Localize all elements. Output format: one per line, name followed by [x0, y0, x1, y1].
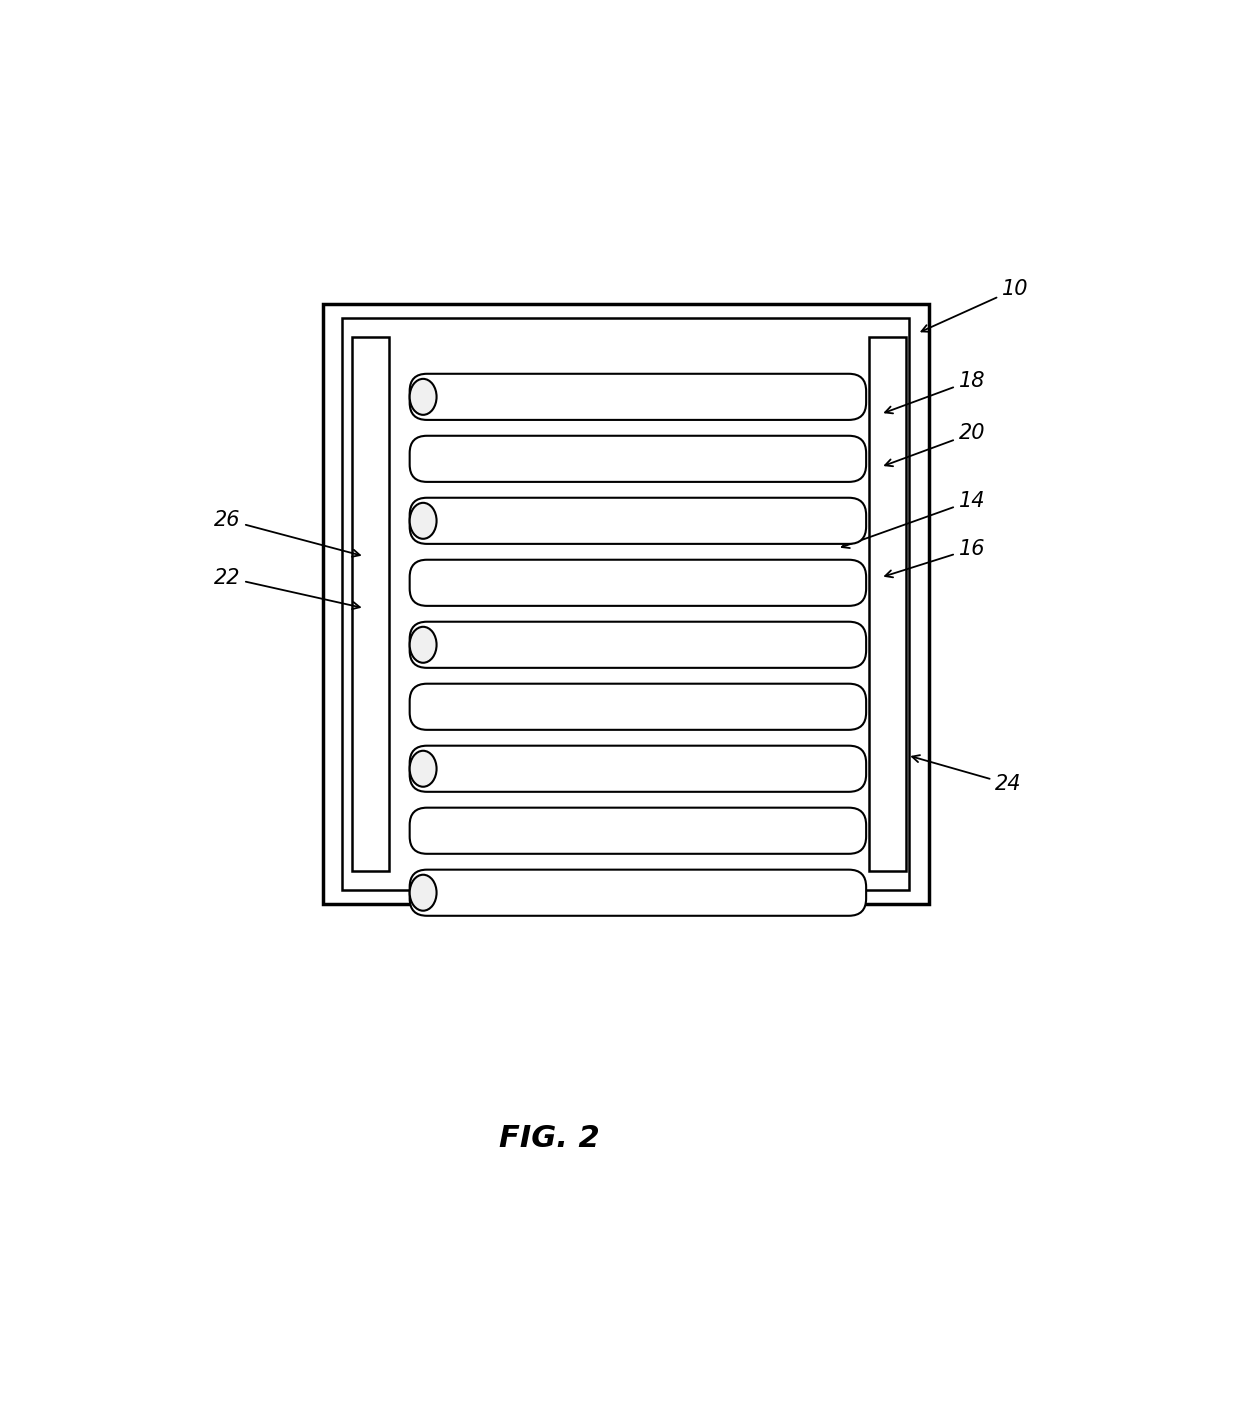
Bar	[324, 303, 929, 904]
Ellipse shape	[409, 750, 436, 787]
FancyBboxPatch shape	[409, 684, 866, 730]
FancyBboxPatch shape	[409, 622, 866, 668]
Ellipse shape	[409, 874, 436, 911]
FancyBboxPatch shape	[409, 808, 866, 854]
Text: 18: 18	[885, 371, 985, 413]
Text: 16: 16	[885, 539, 985, 577]
FancyBboxPatch shape	[409, 870, 866, 915]
Ellipse shape	[409, 627, 436, 663]
Text: 24: 24	[913, 756, 1022, 794]
FancyBboxPatch shape	[409, 498, 866, 544]
Text: 10: 10	[921, 279, 1028, 331]
Text: FIG. 2: FIG. 2	[498, 1124, 599, 1153]
Bar	[869, 337, 905, 870]
Bar	[352, 337, 388, 870]
Ellipse shape	[409, 379, 436, 415]
FancyBboxPatch shape	[409, 436, 866, 482]
Text: 22: 22	[213, 567, 360, 609]
Bar	[342, 319, 909, 890]
Ellipse shape	[409, 503, 436, 539]
Text: 20: 20	[885, 423, 985, 467]
Text: 14: 14	[842, 491, 985, 548]
Text: 26: 26	[213, 510, 360, 557]
FancyBboxPatch shape	[409, 746, 866, 792]
FancyBboxPatch shape	[409, 374, 866, 420]
FancyBboxPatch shape	[409, 560, 866, 606]
